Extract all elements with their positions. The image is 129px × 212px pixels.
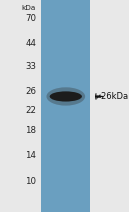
Text: 26: 26	[25, 87, 36, 96]
Text: 10: 10	[25, 177, 36, 186]
Text: 18: 18	[25, 126, 36, 135]
Text: ≠26kDa: ≠26kDa	[94, 92, 128, 101]
Text: 70: 70	[25, 14, 36, 22]
Text: 14: 14	[25, 151, 36, 160]
Text: kDa: kDa	[22, 5, 36, 11]
Text: 22: 22	[25, 106, 36, 115]
Text: 44: 44	[25, 39, 36, 48]
Bar	[41, 0, 90, 212]
Ellipse shape	[46, 87, 85, 106]
Text: 33: 33	[25, 62, 36, 71]
Ellipse shape	[50, 91, 82, 102]
